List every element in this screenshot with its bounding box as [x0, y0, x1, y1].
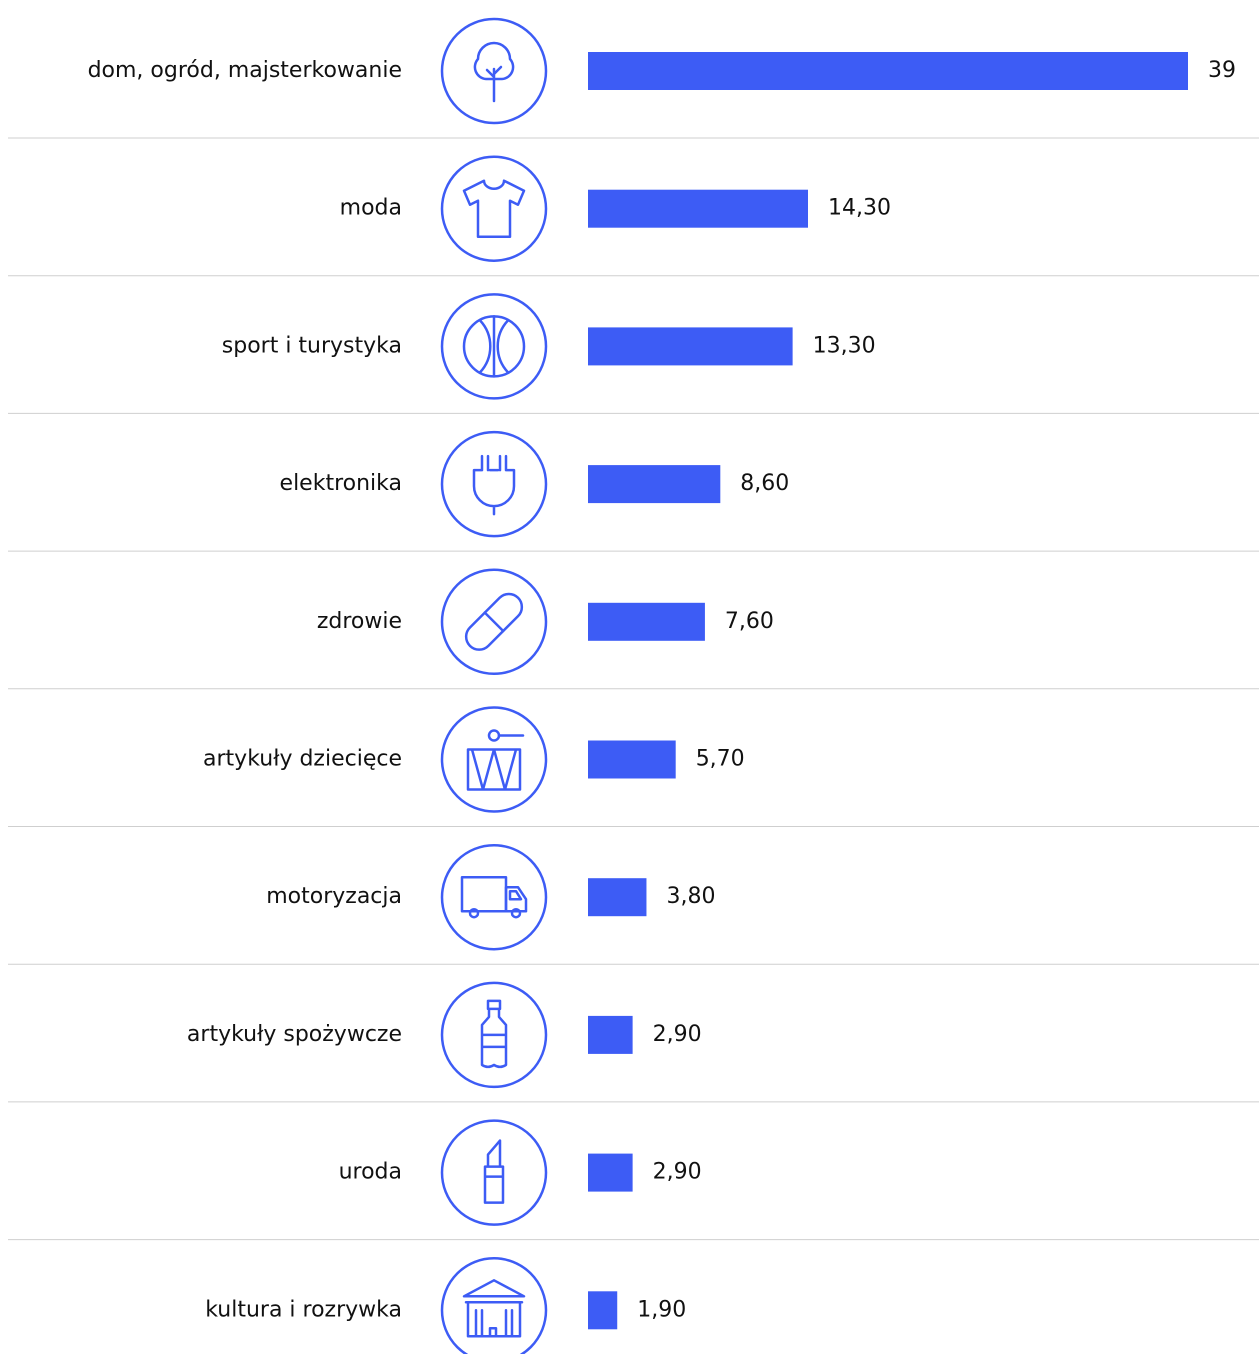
bar [588, 740, 676, 779]
value-label: 3,80 [666, 884, 715, 909]
category-label: uroda [339, 1160, 402, 1185]
icon-glyph [460, 875, 528, 919]
icon-circle [440, 706, 548, 813]
icon-circle [440, 17, 548, 125]
icon-glyph [462, 179, 526, 238]
category-icon [440, 293, 548, 400]
bar [588, 1015, 633, 1054]
value-label: 39 [1208, 58, 1236, 83]
icon-glyph [472, 454, 516, 516]
bar [588, 189, 808, 228]
icon-glyph [464, 592, 524, 651]
icon-glyph [473, 41, 515, 103]
category-label: dom, ogród, majsterkowanie [88, 58, 402, 83]
icon-circle [440, 568, 548, 676]
value-label: 13,30 [813, 333, 876, 358]
category-icon [440, 843, 548, 951]
category-icon [440, 568, 548, 676]
bar [588, 1153, 633, 1192]
icon-circle [440, 1257, 548, 1354]
category-icon [440, 17, 548, 125]
value-label: 1,90 [637, 1297, 686, 1322]
bar [588, 1291, 618, 1330]
icon-glyph [462, 1279, 526, 1338]
category-label: sport i turystyka [222, 333, 402, 358]
icon-circle [440, 843, 548, 951]
category-icon [440, 706, 548, 813]
value-label: 2,90 [653, 1160, 702, 1185]
value-label: 5,70 [696, 747, 745, 772]
category-label: zdrowie [317, 609, 402, 634]
bar [588, 878, 647, 917]
icon-glyph [466, 729, 525, 791]
category-icon [440, 155, 548, 262]
category-label: artykuły spożywcze [187, 1022, 402, 1047]
icon-circle [440, 155, 548, 262]
value-label: 14,30 [828, 196, 891, 221]
category-icon [440, 981, 548, 1089]
category-label: kultura i rozrywka [205, 1297, 402, 1322]
category-label: artykuły dziecięce [203, 747, 402, 772]
category-label: elektronika [280, 471, 402, 496]
category-icon [440, 1119, 548, 1226]
value-label: 2,90 [653, 1022, 702, 1047]
icon-circle [440, 981, 548, 1089]
bar [588, 52, 1188, 90]
category-label: motoryzacja [266, 884, 402, 909]
category-icon [440, 430, 548, 538]
bar [588, 327, 793, 366]
value-label: 8,60 [740, 471, 789, 496]
icon-circle [440, 430, 548, 538]
icon-glyph [483, 1139, 505, 1204]
bar [588, 465, 721, 504]
value-label: 7,60 [725, 609, 774, 634]
icon-glyph [462, 315, 526, 378]
bar [588, 602, 705, 641]
icon-circle [440, 293, 548, 400]
category-icon [440, 1257, 548, 1354]
category-label: moda [340, 196, 402, 221]
icon-circle [440, 1119, 548, 1226]
icon-glyph [480, 999, 508, 1069]
